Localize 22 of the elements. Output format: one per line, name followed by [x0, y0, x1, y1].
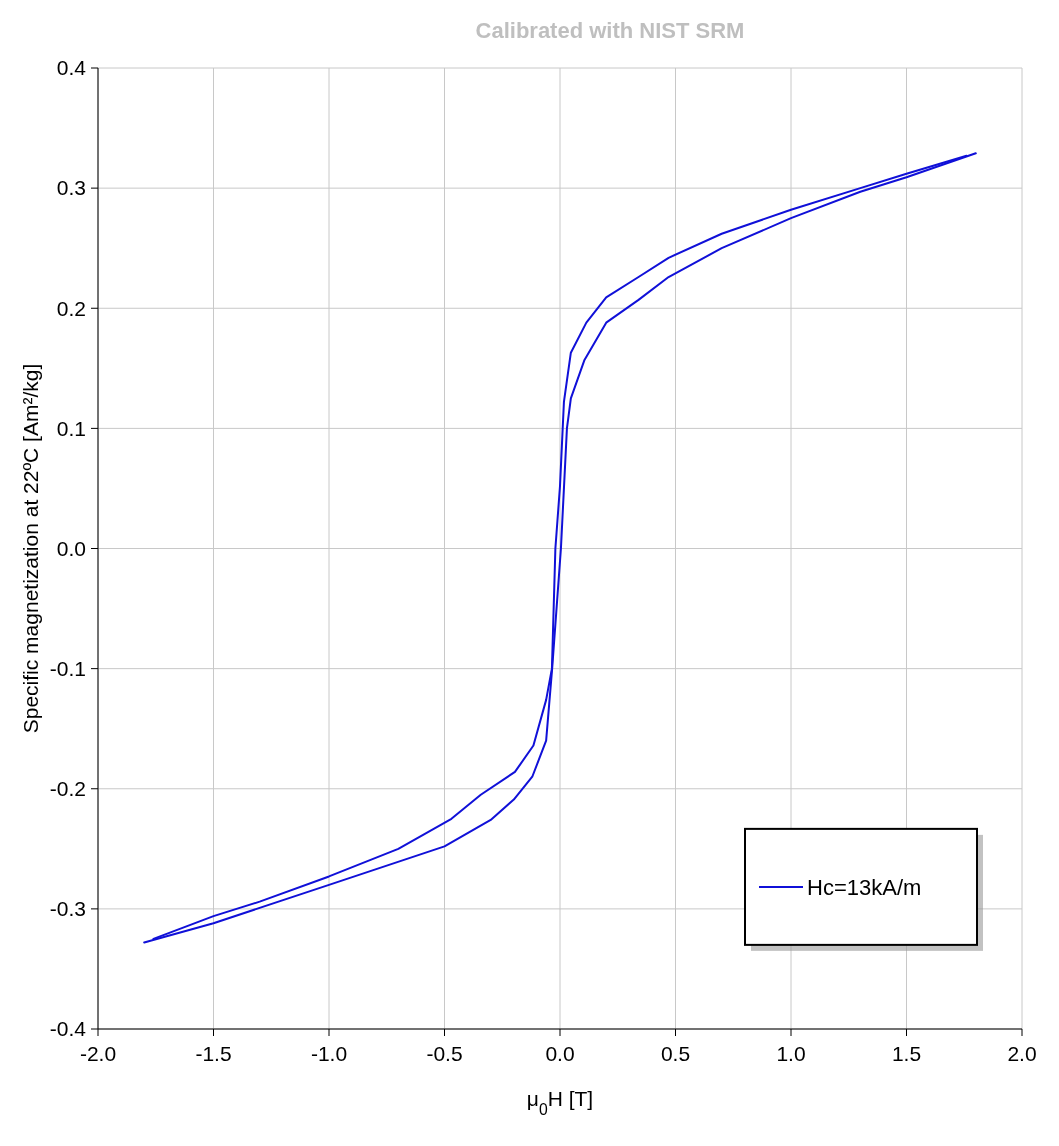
y-tick-label: 0.3	[56, 176, 86, 200]
x-tick-label: 1.0	[776, 1042, 806, 1065]
x-axis-title: μ$_{0}$H [T]	[526, 1087, 594, 1118]
x-tick-label: -1.0	[310, 1042, 348, 1065]
x-tick-label: -1.5	[195, 1042, 232, 1065]
x-tick-label: 1.5	[891, 1042, 922, 1065]
x-tick-label: 0.5	[660, 1042, 691, 1065]
y-tick-label: -0.3	[49, 897, 86, 921]
y-tick-label: 0.4	[56, 56, 87, 80]
y-tick-label: -0.4	[49, 1017, 87, 1041]
x-tick-label: -2.0	[79, 1042, 117, 1065]
x-tick-label: 2.0	[1007, 1042, 1037, 1065]
y-tick-label: -0.2	[49, 777, 86, 801]
x-tick-label: 0.0	[545, 1042, 575, 1065]
y-tick-label: 0.0	[56, 536, 86, 560]
x-tick-label: -0.5	[426, 1042, 463, 1065]
chart-title: Calibrated with NIST SRM	[475, 18, 745, 43]
y-axis-title: Specific magnetization at 22ºC [Am²/kg]	[19, 363, 42, 734]
y-tick-label: 0.2	[56, 296, 86, 320]
y-tick-label: 0.1	[56, 416, 86, 440]
legend-label: Hc=13kA/m	[807, 874, 922, 900]
y-tick-label: -0.1	[49, 656, 86, 680]
